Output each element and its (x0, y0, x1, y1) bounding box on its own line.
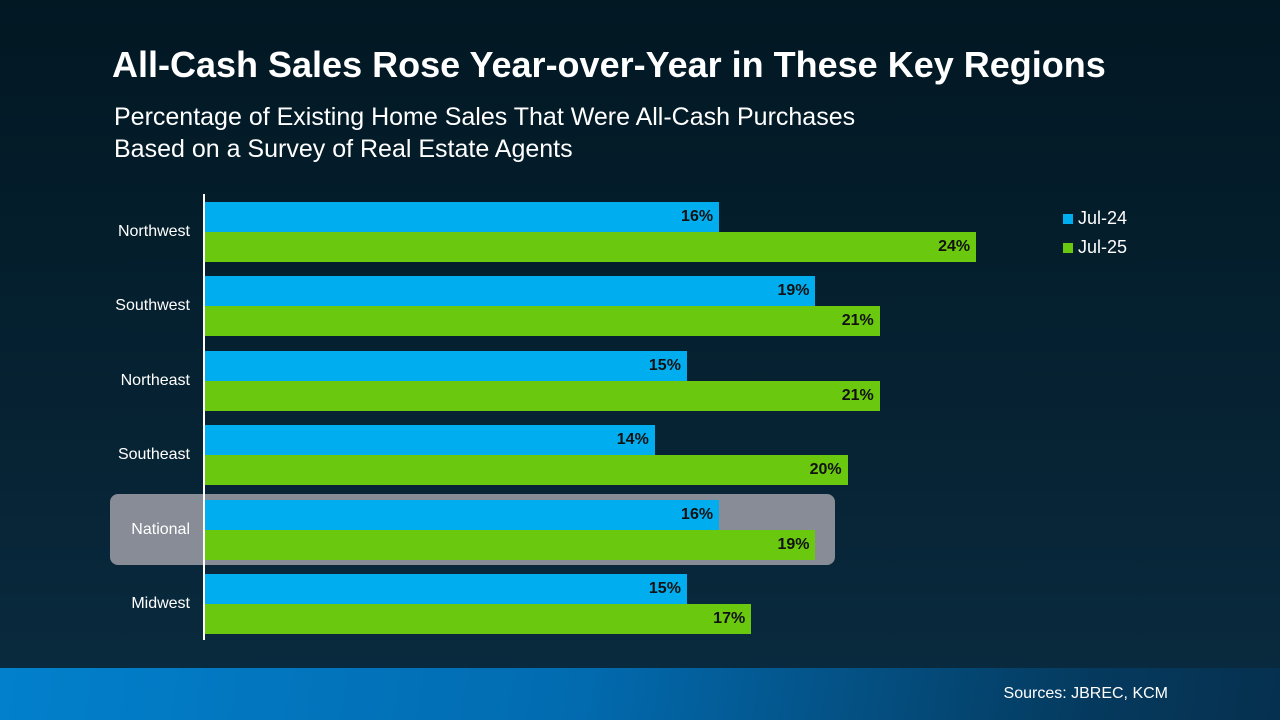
chart-title: All-Cash Sales Rose Year-over-Year in Th… (112, 44, 1106, 85)
category-label: Southwest (115, 297, 190, 315)
bar-jul-24-northwest (205, 202, 720, 232)
category-label: National (131, 520, 190, 538)
data-label: 15% (648, 356, 681, 374)
data-label: 16% (681, 505, 714, 523)
category-label: Midwest (131, 595, 190, 612)
bar-jul-25-midwest (205, 604, 752, 634)
legend: Jul-24 Jul-25 (1063, 204, 1127, 262)
category-label: Northwest (117, 223, 190, 240)
legend-swatch (1063, 213, 1073, 224)
source-text: Sources: JBREC, KCM (1003, 685, 1168, 702)
data-label: 24% (938, 238, 971, 255)
data-label: 15% (648, 580, 681, 597)
data-label: 16% (681, 208, 714, 225)
bar-jul-25-national (205, 529, 816, 560)
subtitle-line-2: Based on a Survey of Real Estate Agents (114, 135, 573, 163)
category-label: Northeast (120, 371, 190, 389)
data-label: 20% (809, 461, 842, 479)
data-label: 21% (841, 386, 874, 404)
bar-jul-25-northeast (205, 380, 880, 411)
chart-subtitle: Percentage of Existing Home Sales That W… (114, 101, 855, 165)
legend-item-jul-24: Jul-24 (1063, 204, 1127, 233)
bar-jul-25-northwest (205, 232, 977, 262)
data-label: 21% (841, 312, 874, 330)
bar-jul-24-southeast (205, 425, 655, 456)
legend-item-jul-25: Jul-25 (1063, 233, 1127, 262)
legend-swatch (1063, 242, 1073, 253)
bar-jul-25-southwest (205, 306, 880, 337)
bar-jul-25-southeast (205, 455, 848, 486)
legend-label: Jul-25 (1078, 237, 1128, 257)
data-label: 19% (777, 535, 810, 553)
y-axis-line (203, 194, 205, 640)
legend-label: Jul-24 (1078, 208, 1128, 228)
bar-jul-24-midwest (205, 574, 687, 604)
data-label: 19% (777, 282, 810, 300)
category-label: Southeast (117, 446, 190, 464)
subtitle-line-1: Percentage of Existing Home Sales That W… (114, 103, 856, 131)
bar-jul-24-national (205, 499, 720, 530)
data-label: 17% (713, 610, 746, 627)
footer-band: Sources: JBREC, KCM (0, 668, 1280, 720)
bar-jul-24-northeast (205, 350, 687, 381)
bar-jul-24-southwest (205, 276, 816, 307)
data-label: 14% (616, 431, 649, 449)
